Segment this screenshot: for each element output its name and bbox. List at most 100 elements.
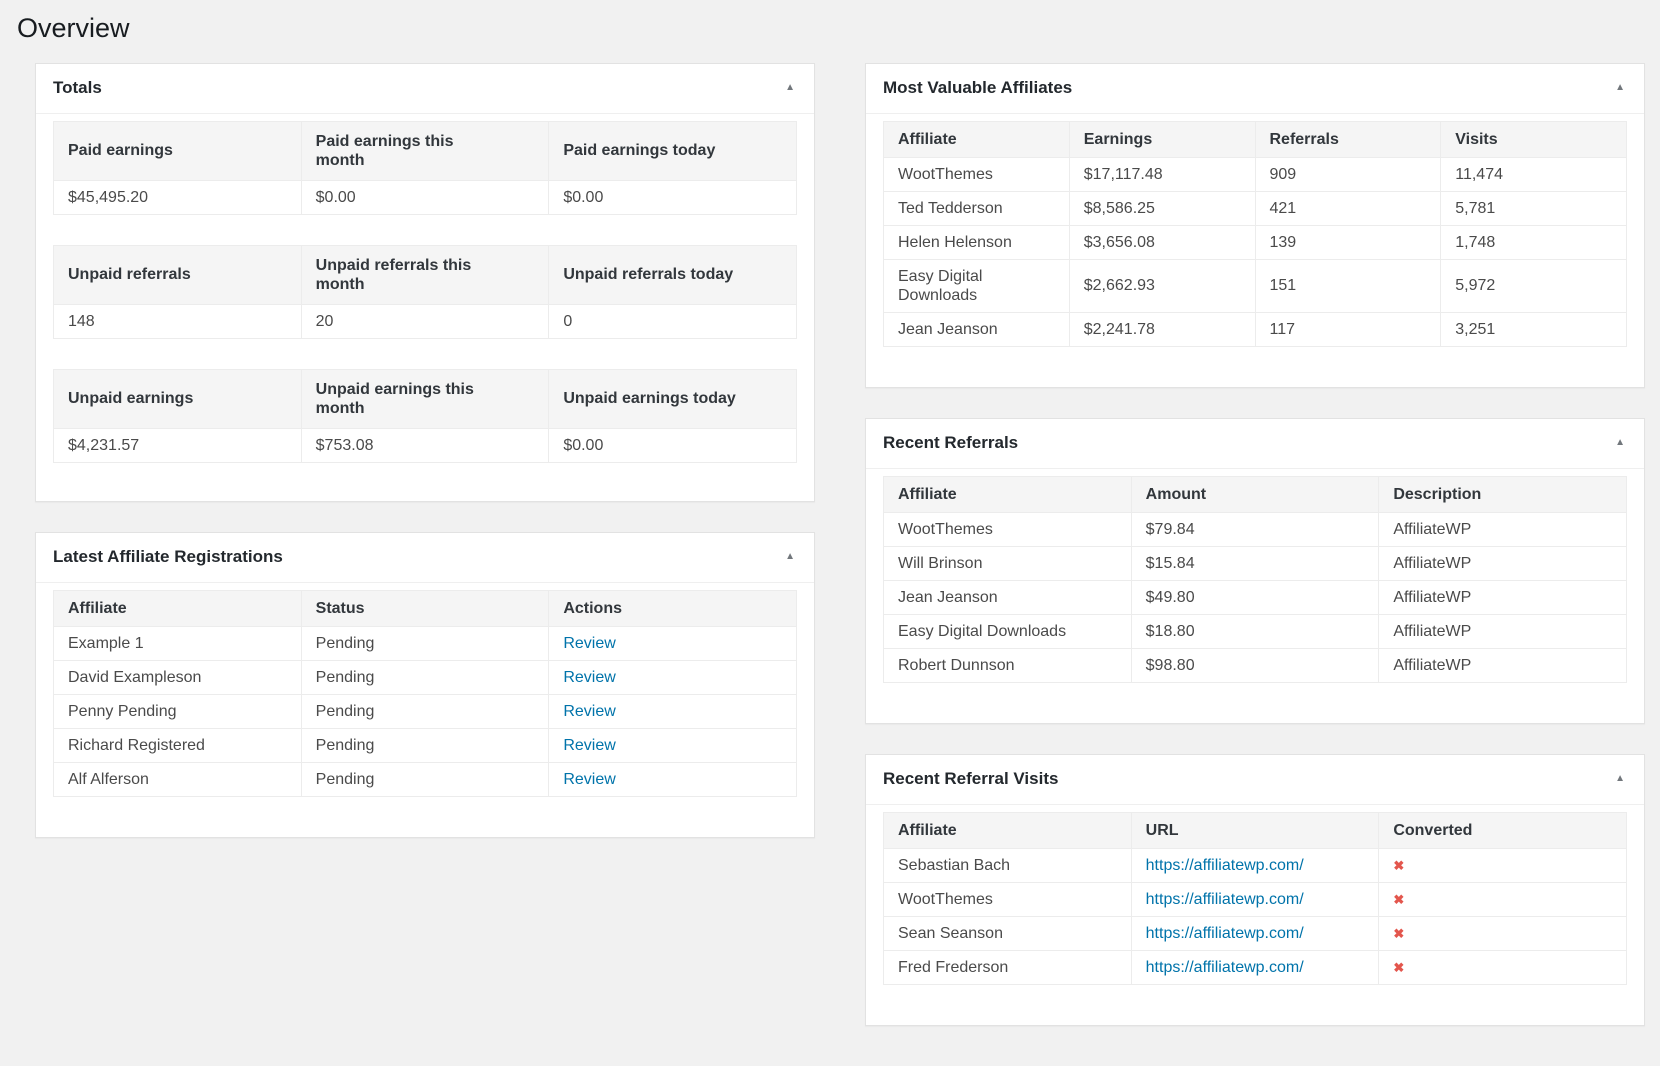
table-row: Easy Digital Downloads $2,662.93 151 5,972 xyxy=(883,258,1627,313)
table-cell: Pending xyxy=(300,693,550,729)
table-cell: ✖ xyxy=(1378,847,1627,883)
column-header: Unpaid referrals today xyxy=(548,244,797,305)
panel-totals-title: Totals xyxy=(53,78,102,98)
column-header: Affiliate xyxy=(883,811,1132,849)
panel-recent-referrals: Recent Referrals ▲ Affiliate Amount Descri… xyxy=(865,417,1645,724)
panel-recent-referrals-body: Affiliate Amount Description WootThemes $79… xyxy=(866,469,1644,723)
table-header-row: Affiliate Amount Description xyxy=(883,475,1627,513)
panel-latest-registrations-title: Latest Affiliate Registrations xyxy=(53,547,283,567)
table-cell: Pending xyxy=(300,727,550,763)
column-header: Affiliate xyxy=(883,120,1070,158)
unpaid-referrals-table: Unpaid referrals Unpaid referrals this mo… xyxy=(53,244,797,339)
table-row: Example 1 Pending Review xyxy=(53,625,797,661)
table-cell: $98.80 xyxy=(1130,647,1380,683)
table-cell: AffiliateWP xyxy=(1378,579,1627,615)
review-link[interactable]: Review xyxy=(563,634,616,652)
table-cell: Fred Frederson xyxy=(883,949,1132,985)
table-cell: $753.08 xyxy=(300,427,550,463)
collapse-arrow-icon[interactable]: ▲ xyxy=(1615,773,1625,785)
collapse-arrow-icon[interactable]: ▲ xyxy=(785,82,795,94)
recent-referrals-table: Affiliate Amount Description WootThemes $79… xyxy=(883,475,1627,683)
table-header-row: Unpaid earnings Unpaid earnings this mont… xyxy=(53,368,797,429)
review-link[interactable]: Review xyxy=(563,736,616,754)
table-row: $45,495.20 $0.00 $0.00 xyxy=(53,179,797,215)
table-cell: 11,474 xyxy=(1440,156,1627,192)
table-cell: 20 xyxy=(300,303,550,339)
column-header: Earnings xyxy=(1068,120,1256,158)
table-row: Jean Jeanson $49.80 AffiliateWP xyxy=(883,579,1627,615)
table-cell: https://affiliatewp.com/ xyxy=(1130,915,1380,951)
table-row: Ted Tedderson $8,586.25 421 5,781 xyxy=(883,190,1627,226)
table-row: 148 20 0 xyxy=(53,303,797,339)
collapse-arrow-icon[interactable]: ▲ xyxy=(1615,82,1625,94)
table-cell: 0 xyxy=(548,303,797,339)
table-cell: $49.80 xyxy=(1130,579,1380,615)
table-cell: Helen Helenson xyxy=(883,224,1070,260)
review-link[interactable]: Review xyxy=(563,668,616,686)
table-cell: WootThemes xyxy=(883,511,1132,547)
column-header: Unpaid referrals xyxy=(53,244,302,305)
table-cell: 1,748 xyxy=(1440,224,1627,260)
column-header: Paid earnings this month xyxy=(300,120,550,181)
collapse-arrow-icon[interactable]: ▲ xyxy=(785,551,795,563)
not-converted-icon: ✖ xyxy=(1393,891,1405,907)
table-row: WootThemes $17,117.48 909 11,474 xyxy=(883,156,1627,192)
table-cell: Review xyxy=(548,659,797,695)
collapse-arrow-icon[interactable]: ▲ xyxy=(1615,437,1625,449)
table-cell: WootThemes xyxy=(883,156,1070,192)
table-cell: Richard Registered xyxy=(53,727,302,763)
panel-recent-referral-visits-header: Recent Referral Visits ▲ xyxy=(866,755,1644,805)
table-cell: 5,781 xyxy=(1440,190,1627,226)
table-header-row: Unpaid referrals Unpaid referrals this mo… xyxy=(53,244,797,305)
url-link[interactable]: https://affiliatewp.com/ xyxy=(1145,958,1304,976)
table-cell: Will Brinson xyxy=(883,545,1132,581)
column-header: Converted xyxy=(1378,811,1627,849)
right-column: Most Valuable Affiliates ▲ Affiliate Earn… xyxy=(865,62,1645,1056)
table-cell: Sean Seanson xyxy=(883,915,1132,951)
panel-latest-registrations-body: Affiliate Status Actions Example 1 Pending R… xyxy=(36,583,814,837)
dashboard-columns: Totals ▲ Paid earnings Paid earnings this… xyxy=(15,62,1645,1056)
url-link[interactable]: https://affiliatewp.com/ xyxy=(1145,890,1304,908)
column-header: URL xyxy=(1130,811,1380,849)
table-header-row: Affiliate URL Converted xyxy=(883,811,1627,849)
table-row: Robert Dunnson $98.80 AffiliateWP xyxy=(883,647,1627,683)
column-header: Actions xyxy=(548,589,797,627)
table-cell: $17,117.48 xyxy=(1068,156,1256,192)
table-cell: 5,972 xyxy=(1440,258,1627,313)
table-cell: AffiliateWP xyxy=(1378,647,1627,683)
table-cell: $3,656.08 xyxy=(1068,224,1256,260)
url-link[interactable]: https://affiliatewp.com/ xyxy=(1145,856,1304,874)
review-link[interactable]: Review xyxy=(563,770,616,788)
table-cell: $45,495.20 xyxy=(53,179,302,215)
table-cell: $8,586.25 xyxy=(1068,190,1256,226)
table-cell: $18.80 xyxy=(1130,613,1380,649)
table-cell: 151 xyxy=(1254,258,1442,313)
panel-latest-registrations-header: Latest Affiliate Registrations ▲ xyxy=(36,533,814,583)
table-cell: Pending xyxy=(300,625,550,661)
table-cell: AffiliateWP xyxy=(1378,511,1627,547)
table-header-row: Affiliate Status Actions xyxy=(53,589,797,627)
table-cell: 139 xyxy=(1254,224,1442,260)
panel-most-valuable-affiliates-header: Most Valuable Affiliates ▲ xyxy=(866,64,1644,114)
table-cell: $0.00 xyxy=(300,179,550,215)
panel-totals-body: Paid earnings Paid earnings this month Pai… xyxy=(36,114,814,501)
table-cell: Robert Dunnson xyxy=(883,647,1132,683)
table-row: Penny Pending Pending Review xyxy=(53,693,797,729)
table-cell: $79.84 xyxy=(1130,511,1380,547)
column-header: Status xyxy=(300,589,550,627)
url-link[interactable]: https://affiliatewp.com/ xyxy=(1145,924,1304,942)
column-header: Unpaid earnings this month xyxy=(300,368,550,429)
unpaid-earnings-table: Unpaid earnings Unpaid earnings this mont… xyxy=(53,368,797,463)
table-row: Fred Frederson https://affiliatewp.com/ ✖ xyxy=(883,949,1627,985)
table-row: Alf Alferson Pending Review xyxy=(53,761,797,797)
table-cell: Jean Jeanson xyxy=(883,311,1070,347)
table-cell: Review xyxy=(548,761,797,797)
table-row: Helen Helenson $3,656.08 139 1,748 xyxy=(883,224,1627,260)
table-cell: 421 xyxy=(1254,190,1442,226)
most-valuable-affiliates-table: Affiliate Earnings Referrals Visits WootThe… xyxy=(883,120,1627,347)
table-cell: https://affiliatewp.com/ xyxy=(1130,847,1380,883)
review-link[interactable]: Review xyxy=(563,702,616,720)
column-header: Unpaid referrals this month xyxy=(300,244,550,305)
table-header-row: Affiliate Earnings Referrals Visits xyxy=(883,120,1627,158)
column-header: Unpaid earnings today xyxy=(548,368,797,429)
